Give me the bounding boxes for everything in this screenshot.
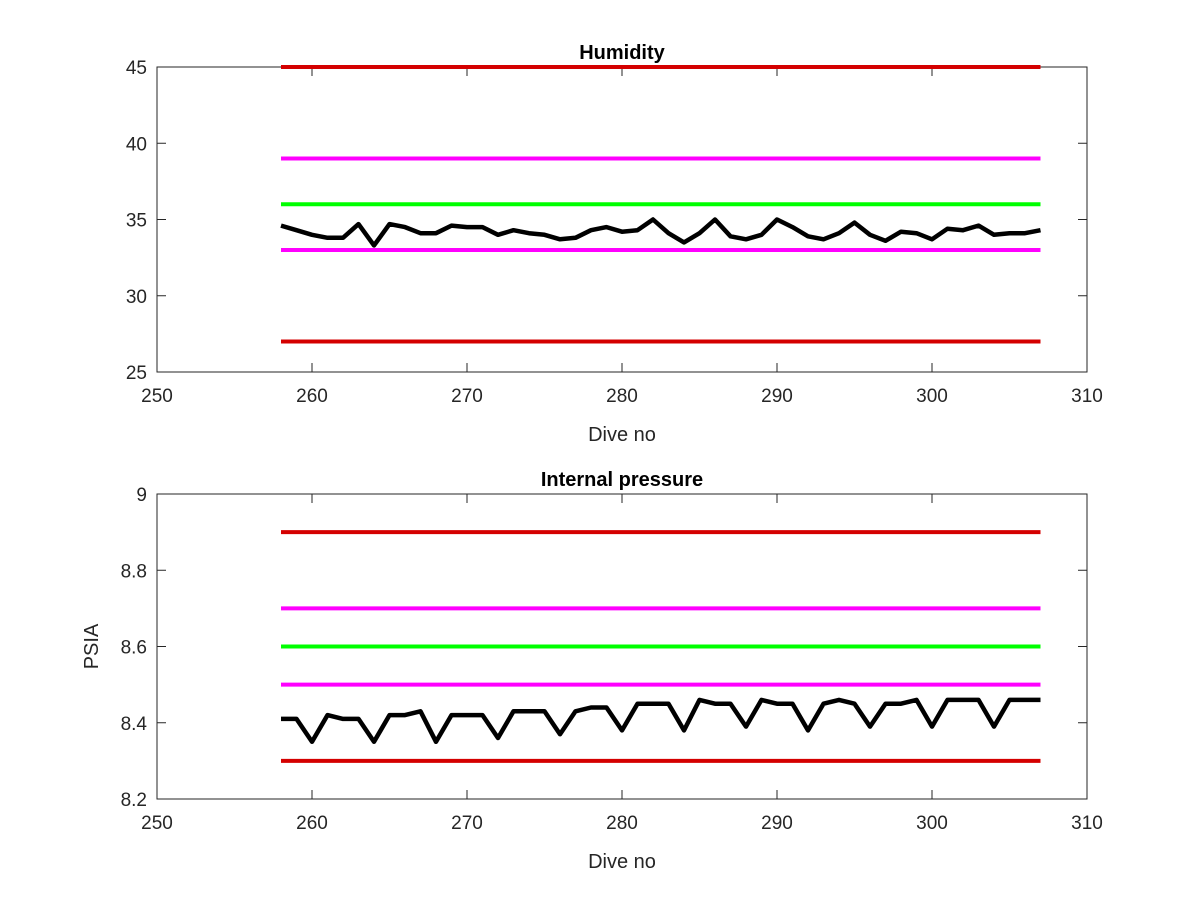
internal-pressure-x-tick-label: 270 [451, 813, 483, 834]
humidity-y-tick-label: 35 [126, 211, 147, 232]
internal-pressure-y-tick-label: 9 [136, 485, 147, 506]
internal-pressure-x-axis-label: Dive no [588, 851, 656, 873]
humidity-x-tick-label: 290 [761, 386, 793, 407]
humidity-axes: 250 260 270 280 290 300 310 25 30 35 40 45 Humidity D… [126, 42, 1103, 446]
internal-pressure-x-tick-label: 300 [916, 813, 948, 834]
humidity-x-tick-label: 300 [916, 386, 948, 407]
humidity-x-tick-label: 250 [141, 386, 173, 407]
internal-pressure-y-tick-label: 8.6 [121, 638, 147, 659]
humidity-plot-area [156, 66, 1088, 373]
internal-pressure-x-tick-label: 250 [141, 813, 173, 834]
internal-pressure-series-line-6 [281, 697, 1041, 745]
humidity-x-tick-label: 260 [296, 386, 328, 407]
humidity-x-tick-label: 280 [606, 386, 638, 407]
internal-pressure-title: Internal pressure [541, 469, 703, 491]
humidity-y-tick-label: 25 [126, 363, 147, 384]
internal-pressure-x-tick-label: 280 [606, 813, 638, 834]
internal-pressure-y-tick-label: 8.4 [121, 714, 148, 735]
humidity-x-axis-label: Dive no [588, 424, 656, 446]
internal-pressure-y-tick-label: 8.2 [121, 790, 147, 811]
humidity-y-tick-label: 45 [126, 58, 147, 79]
humidity-x-tick-label: 270 [451, 386, 483, 407]
internal-pressure-y-tick-label: 8.8 [121, 561, 147, 582]
humidity-x-tick-label: 310 [1071, 386, 1103, 407]
internal-pressure-axes: 250 260 270 280 290 300 310 8.2 8.4 8.6 8.8 9 Intern… [81, 469, 1103, 873]
internal-pressure-x-tick-label: 310 [1071, 813, 1103, 834]
humidity-y-tick-label: 30 [126, 287, 147, 308]
internal-pressure-y-axis-label: PSIA [81, 623, 103, 669]
humidity-series-line-6 [280, 217, 1041, 248]
humidity-y-tick-label: 40 [126, 134, 147, 155]
internal-pressure-x-tick-label: 290 [761, 813, 793, 834]
humidity-title: Humidity [579, 42, 665, 64]
internal-pressure-x-tick-label: 260 [296, 813, 328, 834]
